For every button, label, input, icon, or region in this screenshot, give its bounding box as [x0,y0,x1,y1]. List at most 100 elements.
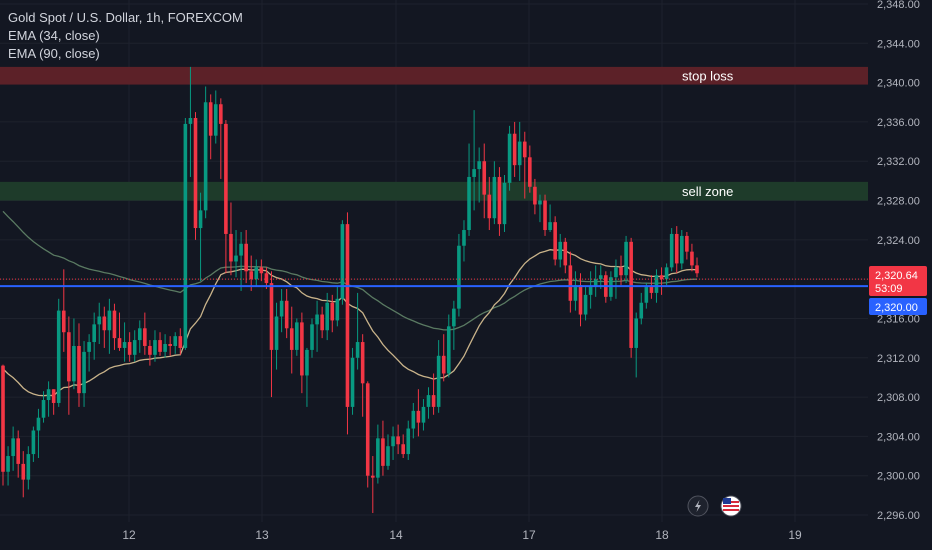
candle[interactable] [680,230,684,270]
candle[interactable] [695,257,699,278]
candle[interactable] [573,271,578,311]
candle[interactable] [629,237,633,358]
candle[interactable] [137,320,142,353]
candle[interactable] [543,194,547,236]
candle[interactable] [107,298,112,354]
candle[interactable] [97,302,102,345]
candle[interactable] [158,332,162,356]
candle[interactable] [305,347,309,407]
candle[interactable] [1,364,5,486]
candle[interactable] [269,271,274,398]
lightning-icon[interactable] [687,495,709,517]
candle[interactable] [482,143,487,219]
ema-90-legend[interactable]: EMA (90, close) [8,46,100,61]
candle[interactable] [41,391,46,423]
candle[interactable] [173,332,178,354]
candle[interactable] [502,174,507,232]
candle[interactable] [6,446,10,486]
candle[interactable] [598,265,603,289]
candle[interactable] [249,255,254,291]
candle[interactable] [310,318,314,358]
candle[interactable] [26,446,31,490]
candle[interactable] [416,389,421,437]
candle[interactable] [112,303,117,350]
candle[interactable] [61,269,66,352]
candle[interactable] [436,340,441,413]
candle[interactable] [77,323,81,407]
candle[interactable] [315,300,319,352]
candle[interactable] [568,251,573,313]
candle[interactable] [46,381,51,417]
candle[interactable] [51,389,56,415]
candle[interactable] [528,145,532,193]
candle[interactable] [224,119,228,274]
candle[interactable] [563,237,568,274]
candle[interactable] [452,300,456,350]
candle[interactable] [497,167,502,236]
candle[interactable] [467,143,471,236]
candle[interactable] [441,334,446,382]
candle[interactable] [624,235,628,284]
candle[interactable] [548,204,552,232]
candle[interactable] [203,86,208,219]
candle[interactable] [229,202,233,276]
candle[interactable] [82,341,86,407]
candle[interactable] [320,306,324,339]
candle[interactable] [619,255,623,286]
candle[interactable] [492,161,497,225]
candle[interactable] [102,306,107,348]
candle[interactable] [163,334,167,358]
candle[interactable] [583,287,588,321]
candle[interactable] [274,302,279,370]
candle[interactable] [690,243,694,272]
candle[interactable] [472,110,476,211]
candle[interactable] [386,434,390,470]
candle[interactable] [411,402,416,439]
symbol-title[interactable]: Gold Spot / U.S. Dollar, 1h, FOREXCOM [8,10,243,25]
candle[interactable] [127,332,132,362]
candle[interactable] [431,373,436,415]
candle[interactable] [36,408,41,459]
candle[interactable] [21,451,26,498]
candle[interactable] [67,316,71,415]
candle[interactable] [593,265,598,297]
candle[interactable] [254,259,259,288]
candle[interactable] [553,216,557,266]
candle[interactable] [365,381,370,488]
time-scale[interactable] [0,522,868,550]
candle[interactable] [117,312,122,351]
candle[interactable] [578,273,583,327]
candle[interactable] [406,420,411,460]
candle[interactable] [239,231,243,291]
candle[interactable] [16,430,20,478]
candle[interactable] [507,125,512,191]
candle[interactable] [517,121,522,181]
candle[interactable] [685,231,689,260]
candle[interactable] [558,233,563,268]
candle[interactable] [198,192,203,282]
candle[interactable] [284,288,289,339]
stop-loss-zone[interactable] [0,66,868,85]
candle[interactable] [325,292,330,341]
candle[interactable] [446,314,451,378]
candle[interactable] [330,294,335,333]
candle[interactable] [381,420,385,476]
candle[interactable] [31,426,36,462]
candle[interactable] [335,287,340,327]
candle[interactable] [143,312,147,355]
candle[interactable] [295,318,299,356]
candle[interactable] [350,347,355,415]
candle[interactable] [56,298,61,407]
candle[interactable] [188,66,193,177]
candle[interactable] [426,387,431,419]
candle[interactable] [132,330,137,362]
candle[interactable] [533,178,537,215]
candle[interactable] [659,267,664,295]
candle[interactable] [360,334,365,417]
candle[interactable] [234,230,238,278]
candle[interactable] [11,426,15,471]
candle[interactable] [92,312,96,360]
candle[interactable] [153,330,157,362]
candle[interactable] [370,456,375,514]
